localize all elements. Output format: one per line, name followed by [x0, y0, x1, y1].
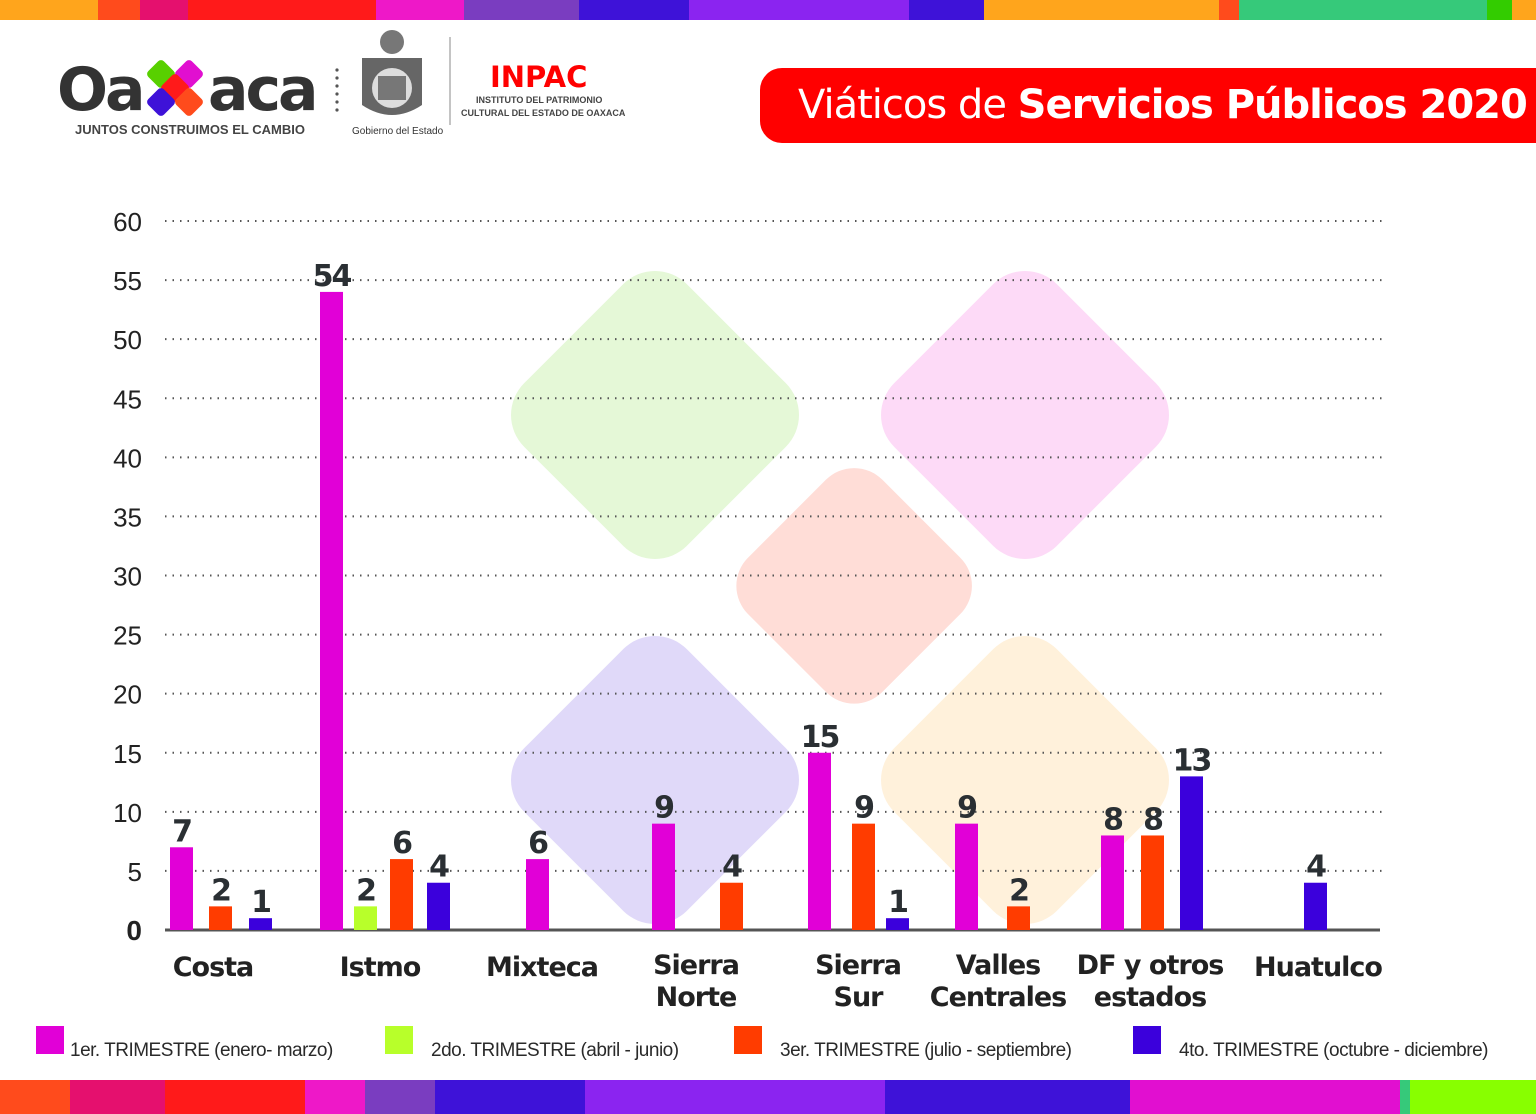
- data-label: 2: [211, 873, 230, 908]
- x-category-label: Sierra: [653, 950, 739, 981]
- legend-swatch: [1133, 1026, 1161, 1054]
- data-label: 6: [392, 826, 412, 861]
- gobierno-label: Gobierno del Estado: [352, 126, 444, 137]
- background-decor: [511, 271, 1169, 924]
- bar: [720, 882, 743, 930]
- x-category-label: Sierra: [815, 950, 901, 981]
- x-category-label: estados: [1094, 982, 1206, 1013]
- x-category-label: Istmo: [340, 952, 421, 983]
- legend-item-q4: 4to. TRIMESTRE (octubre - diciembre): [1133, 1026, 1488, 1061]
- y-tick-label: 30: [113, 562, 142, 592]
- y-tick-label: 10: [113, 798, 142, 828]
- data-label: 9: [957, 791, 976, 826]
- y-tick-label: 20: [113, 680, 142, 710]
- x-category-label: Valles: [956, 950, 1041, 981]
- x-category-label: Huatulco: [1254, 952, 1382, 983]
- legend-swatch: [36, 1026, 64, 1054]
- bar: [1007, 906, 1030, 930]
- bar: [1101, 835, 1124, 930]
- data-label: 6: [528, 826, 548, 861]
- data-label: 2: [356, 873, 375, 908]
- svg-text:Oa: Oa: [57, 55, 143, 125]
- data-label: 15: [801, 720, 839, 755]
- data-label: 4: [722, 850, 742, 885]
- y-tick-label: 35: [113, 502, 142, 532]
- x-category-label: Costa: [173, 952, 254, 983]
- x-category-label: Centrales: [930, 982, 1066, 1013]
- data-label: 8: [1103, 802, 1123, 837]
- bar: [526, 859, 549, 930]
- bar: [1141, 835, 1164, 930]
- x-category-label: Mixteca: [486, 952, 598, 983]
- svg-text:JUNTOS CONSTRUIMOS EL CAMBIO: JUNTOS CONSTRUIMOS EL CAMBIO: [75, 122, 305, 137]
- bar: [852, 823, 875, 930]
- y-tick-label: 40: [113, 443, 142, 473]
- y-tick-label: 60: [113, 207, 142, 237]
- oaxaca-logo-diamonds: [147, 60, 203, 116]
- bar: [1304, 882, 1327, 930]
- data-label: 8: [1143, 802, 1163, 837]
- y-tick-label: 45: [113, 384, 142, 414]
- oaxaca-logo: Oa aca JUNTOS CONSTRUIMOS EL CAMBIO: [57, 55, 319, 137]
- top-color-strip: [0, 0, 1536, 20]
- data-label: 4: [429, 850, 449, 885]
- bar: [249, 918, 272, 930]
- data-label: 1: [251, 885, 270, 920]
- data-label: 13: [1173, 743, 1211, 778]
- y-tick-label: 25: [113, 621, 142, 651]
- bottom-color-strip: [0, 1080, 1536, 1114]
- bar: [390, 859, 413, 930]
- bar: [652, 823, 675, 930]
- data-label: 4: [1306, 850, 1326, 885]
- data-label: 7: [172, 814, 191, 849]
- legend-swatch: [734, 1026, 762, 1054]
- bar: [886, 918, 909, 930]
- bar: [808, 752, 831, 930]
- x-category-label: DF y otros: [1077, 950, 1224, 981]
- bar: [1180, 776, 1203, 930]
- svg-text:CULTURAL DEL ESTADO DE OAXACA: CULTURAL DEL ESTADO DE OAXACA: [461, 108, 626, 118]
- bar: [354, 906, 377, 930]
- divider-dots: [335, 68, 339, 112]
- x-category-label: Sur: [834, 982, 885, 1013]
- y-tick-label: 50: [113, 325, 142, 355]
- bar: [209, 906, 232, 930]
- x-category-label: Norte: [656, 982, 737, 1013]
- legend-item-q3: 3er. TRIMESTRE (julio - septiembre): [734, 1026, 1072, 1061]
- data-label: 1: [888, 885, 907, 920]
- data-label: 2: [1009, 873, 1028, 908]
- legend-item-q1: 1er. TRIMESTRE (enero- marzo): [36, 1026, 333, 1061]
- bar: [427, 882, 450, 930]
- bar: [955, 823, 978, 930]
- data-label: 54: [313, 259, 352, 294]
- legend-item-q2: 2do. TRIMESTRE (abril - junio): [385, 1026, 679, 1061]
- legend-swatch: [385, 1026, 413, 1054]
- y-tick-label: 0: [126, 915, 142, 946]
- bar: [320, 291, 343, 930]
- data-label: 9: [654, 791, 673, 826]
- svg-text:aca: aca: [208, 55, 316, 125]
- y-tick-label: 55: [113, 266, 142, 296]
- y-tick-label: 15: [113, 739, 142, 769]
- data-label: 9: [854, 791, 873, 826]
- state-coat-of-arms-icon: [362, 30, 422, 115]
- y-tick-label: 5: [128, 857, 142, 887]
- svg-text:INSTITUTO DEL PATRIMONIO: INSTITUTO DEL PATRIMONIO: [476, 95, 602, 105]
- page-title: Viáticos de Servicios Públicos 2020: [760, 68, 1536, 143]
- bar: [170, 847, 193, 930]
- inpac-logo: INPAC: [490, 60, 587, 94]
